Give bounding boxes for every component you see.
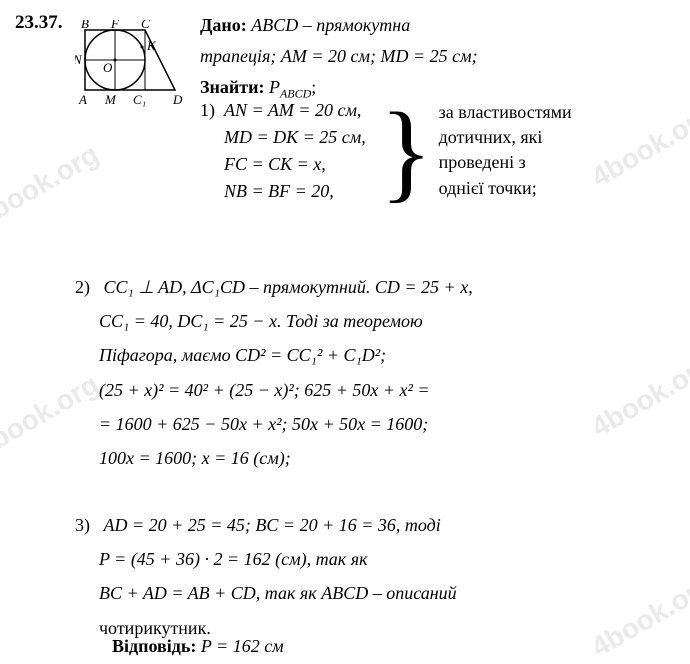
label-B: B xyxy=(81,20,89,31)
step3-line2: P = (45 + 36) · 2 = 162 (см), так як xyxy=(75,542,675,576)
answer-text: P = 162 см xyxy=(201,636,284,656)
eq3: FC = CK = x, xyxy=(224,154,366,175)
label-K: K xyxy=(146,38,157,53)
label-C1: C₁ xyxy=(133,92,146,107)
step3-marker: 3) xyxy=(75,508,99,542)
geometry-diagram: B F C N O K A M C₁ D xyxy=(75,20,185,120)
label-O: O xyxy=(103,60,113,75)
reason2: дотичних, які xyxy=(439,125,572,150)
find-semicolon: ; xyxy=(311,77,316,97)
step3-block: 3) AD = 20 + 25 = 45; BC = 20 + 16 = 36,… xyxy=(75,508,675,645)
step1-reason: за властивостями дотичних, які проведені… xyxy=(439,100,572,201)
step1-equations: AN = AM = 20 см, MD = DK = 25 см, FC = C… xyxy=(224,100,366,202)
answer-label: Відповідь: xyxy=(112,636,196,656)
label-N: N xyxy=(75,52,83,67)
step2-line3: Піфагора, маємо CD² = CC₁² + C₁D²; xyxy=(75,338,675,372)
step3-line3: BC + AD = AB + CD, так як ABCD – описани… xyxy=(75,576,675,610)
step2-marker: 2) xyxy=(75,270,99,304)
answer-block: Відповідь: P = 162 см xyxy=(112,636,284,657)
find-sub: ABCD xyxy=(280,87,311,101)
label-M: M xyxy=(104,92,117,107)
label-A: A xyxy=(78,92,87,107)
step1-block: 1) AN = AM = 20 см, MD = DK = 25 см, FC … xyxy=(200,100,670,202)
reason1: за властивостями xyxy=(439,100,572,125)
eq2: MD = DK = 25 см, xyxy=(224,127,366,148)
problem-number: 23.37. xyxy=(15,12,63,34)
given-section: Дано: ABCD – прямокутна трапеція; AM = 2… xyxy=(200,12,675,107)
find-text: P xyxy=(269,77,280,97)
step2-line2: CC₁ = 40, DC₁ = 25 − x. Тоді за теоремою xyxy=(75,304,675,338)
eq4: NB = BF = 20, xyxy=(224,181,366,202)
reason3: проведені з xyxy=(439,150,572,175)
given-label: Дано: xyxy=(200,15,247,35)
find-label: Знайти: xyxy=(200,77,264,97)
watermark: 4book.org xyxy=(0,138,104,233)
label-C: C xyxy=(141,20,150,31)
step2-line1: CC₁ ⊥ AD, ΔC₁CD – прямокутний. CD = 25 +… xyxy=(104,277,473,297)
given-text1: ABCD – прямокутна xyxy=(251,15,410,35)
given-text2: трапеція; AM = 20 см; MD = 25 см; xyxy=(200,43,675,70)
eq1: AN = AM = 20 см, xyxy=(224,100,366,121)
label-F: F xyxy=(110,20,120,31)
step3-line1: AD = 20 + 25 = 45; BC = 20 + 16 = 36, то… xyxy=(104,515,441,535)
step2-block: 2) CC₁ ⊥ AD, ΔC₁CD – прямокутний. CD = 2… xyxy=(75,270,675,475)
step2-line4: (25 + x)² = 40² + (25 − x)²; 625 + 50x +… xyxy=(75,373,675,407)
step2-line6: 100x = 1600; x = 16 (см); xyxy=(75,441,675,475)
brace-icon: } xyxy=(380,102,433,201)
step2-line5: = 1600 + 625 − 50x + x²; 50x + 50x = 160… xyxy=(75,407,675,441)
reason4: однієї точки; xyxy=(439,176,572,201)
label-D: D xyxy=(172,92,183,107)
step1-marker: 1) xyxy=(200,100,224,121)
